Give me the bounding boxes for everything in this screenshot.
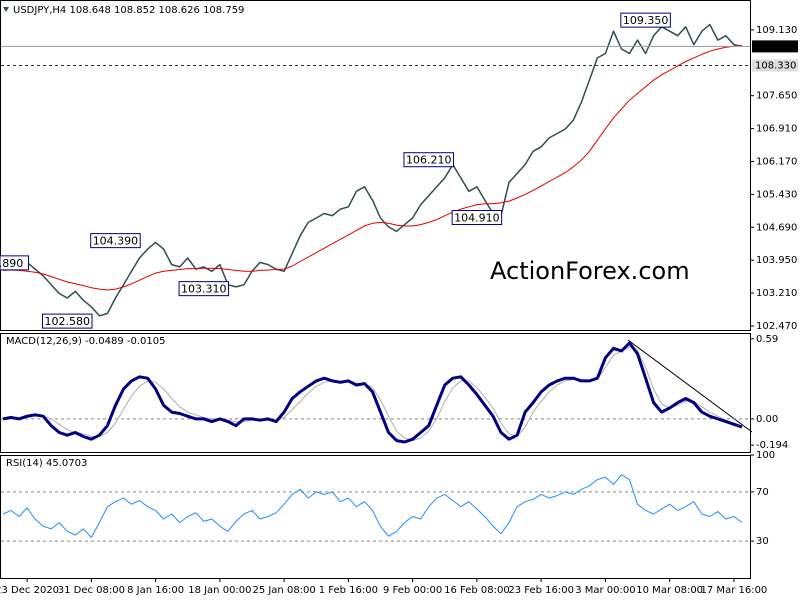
y-tick-label: 103.210 <box>756 288 797 299</box>
y-tick-label: 30 <box>756 536 769 547</box>
y-tick-label: 100 <box>756 450 775 461</box>
y-tick-label: 103.950 <box>756 255 797 266</box>
annotation-box <box>178 281 230 297</box>
x-tick-label: 31 Dec 08:00 <box>58 585 125 596</box>
y-tick-label: 109.130 <box>756 25 797 36</box>
annotation-label: 103.310 <box>181 283 227 296</box>
price-label-box <box>752 40 798 53</box>
annotation-box <box>0 255 29 271</box>
y-tick-label: -0.194 <box>756 440 788 451</box>
annotation-box <box>42 313 93 329</box>
x-tick-label: 8 Jan 16:00 <box>127 585 184 596</box>
y-tick-label: 107.650 <box>756 91 797 102</box>
series-line <box>2 23 743 317</box>
x-tick-label: 18 Jan 00:00 <box>188 585 251 596</box>
price-label-box <box>752 59 798 72</box>
x-tick-label: 16 Feb 08:00 <box>444 585 510 596</box>
series-line <box>2 341 743 444</box>
price-label: 108.759 <box>755 41 796 52</box>
rsi-frame <box>0 455 751 579</box>
annotation-box <box>451 210 503 226</box>
price-frame <box>0 0 751 331</box>
annotation-label: .890 <box>0 257 23 270</box>
symbol-icon <box>3 7 9 12</box>
series-line <box>3 346 743 442</box>
series-line <box>2 474 743 538</box>
x-tick-label: 23 Feb 16:00 <box>508 585 574 596</box>
x-tick-label: 17 Mar 16:00 <box>701 585 768 596</box>
y-tick-label: 105.430 <box>756 189 797 200</box>
annotation-box <box>403 152 454 168</box>
x-tick-label: 1 Feb 16:00 <box>319 585 378 596</box>
annotation-box <box>620 12 671 28</box>
annotation-label: 102.580 <box>45 315 91 328</box>
y-tick-label: 102.470 <box>756 321 797 332</box>
macd-title: MACD(12,26,9) -0.0489 -0.0105 <box>6 336 166 347</box>
macd-frame <box>0 333 751 453</box>
y-tick-label: 0.59 <box>756 334 778 345</box>
watermark: ActionForex.com <box>490 257 690 285</box>
x-tick-label: 10 Mar 08:00 <box>636 585 703 596</box>
series-line <box>2 45 743 291</box>
x-tick-label: 25 Jan 08:00 <box>252 585 315 596</box>
y-tick-label: 106.170 <box>756 156 797 167</box>
y-tick-label: 104.690 <box>756 222 797 233</box>
y-tick-label: 0.00 <box>756 414 778 425</box>
price-title: USDJPY,H4 108.648 108.852 108.626 108.75… <box>13 5 244 16</box>
annotation-label: 109.350 <box>623 14 669 27</box>
annotation-label: 104.910 <box>454 212 500 225</box>
trend-line <box>627 339 753 433</box>
x-tick-label: 9 Feb 00:00 <box>383 585 442 596</box>
annotation-label: 106.210 <box>406 154 452 167</box>
x-tick-label: 3 Mar 00:00 <box>575 585 635 596</box>
price-label: 108.330 <box>755 60 796 71</box>
y-tick-label: 106.910 <box>756 124 797 135</box>
rsi-title: RSI(14) 45.0703 <box>6 458 87 469</box>
y-tick-label: 70 <box>756 487 769 498</box>
annotation-box <box>90 233 141 249</box>
annotation-label: 104.390 <box>93 235 139 248</box>
x-tick-label: 23 Dec 2020 <box>0 585 59 596</box>
